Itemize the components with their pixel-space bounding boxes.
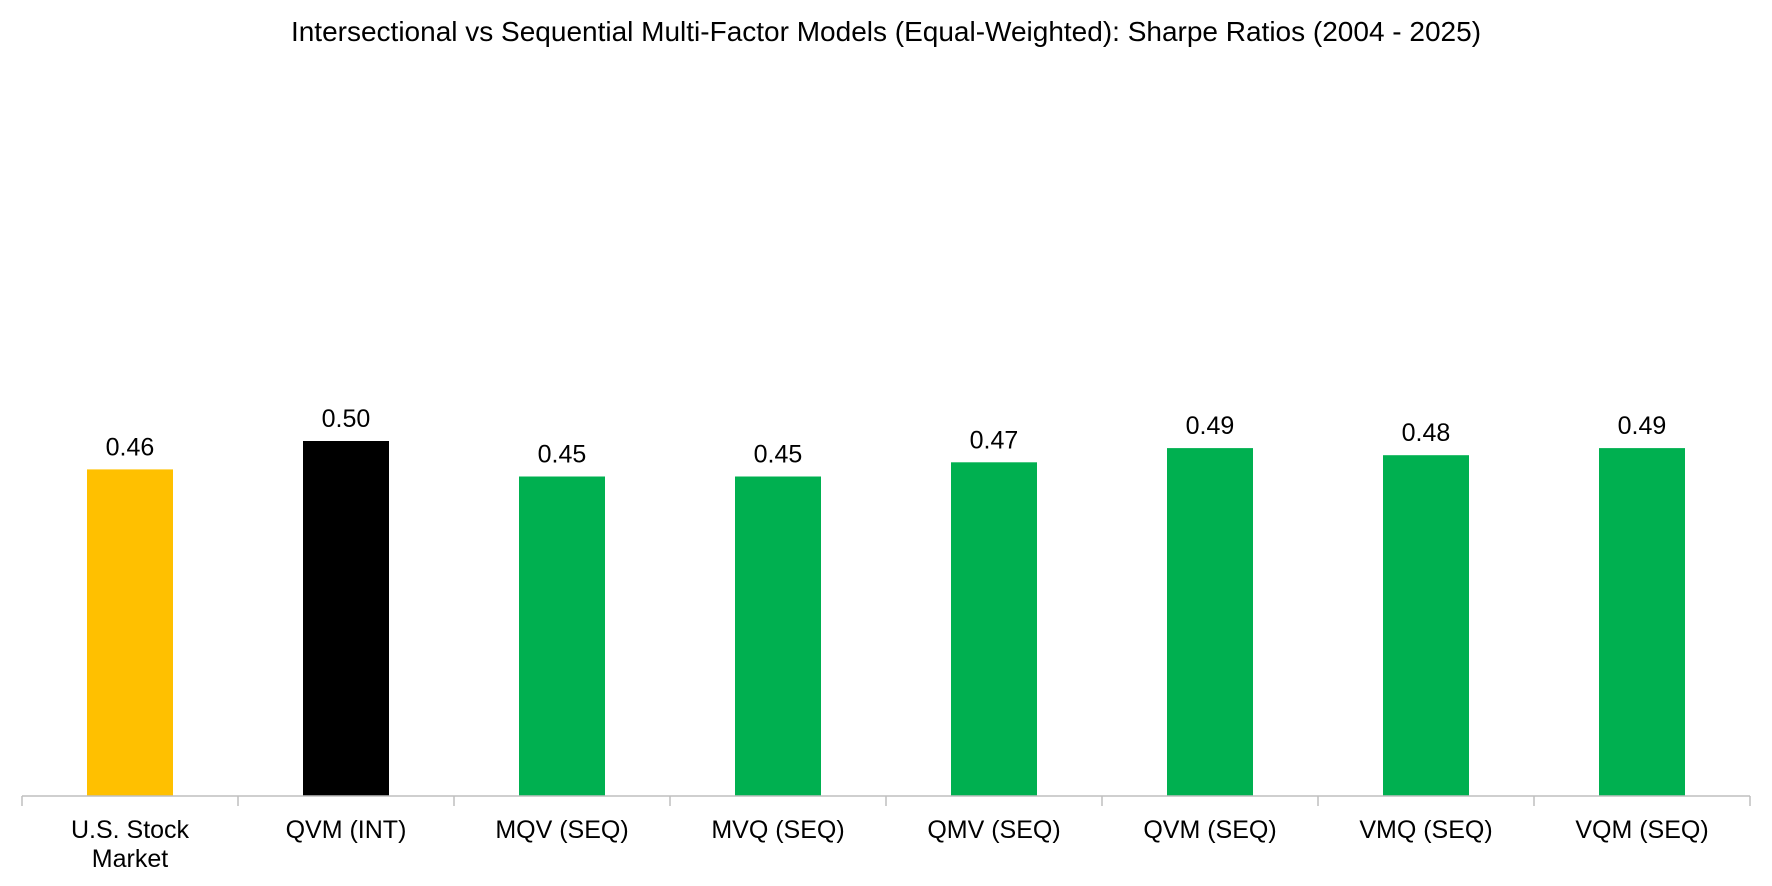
bar (1167, 448, 1253, 796)
category-label: U.S. Stock Market (71, 816, 190, 873)
x-axis-ticks (21, 796, 1751, 806)
bar (1599, 448, 1685, 796)
chart-title: Intersectional vs Sequential Multi-Facto… (290, 16, 1482, 47)
data-label: 0.47 (970, 426, 1019, 454)
bar (735, 476, 821, 796)
data-label: 0.45 (754, 441, 803, 469)
data-label: 0.49 (1618, 412, 1667, 440)
category-label: VMQ (SEQ) (1359, 816, 1492, 844)
data-label: 0.46 (106, 433, 155, 461)
category-label: QVM (INT) (286, 816, 407, 844)
category-label: MVQ (SEQ) (711, 816, 844, 844)
category-labels-group: U.S. Stock Market QVM (INT) MQV (SEQ) MVQ (S… (71, 816, 1709, 873)
data-label: 0.48 (1402, 419, 1451, 447)
bar (87, 469, 173, 796)
bar (303, 441, 389, 796)
data-label: 0.45 (538, 441, 587, 469)
bars-group (87, 441, 1685, 796)
data-label: 0.49 (1186, 412, 1235, 440)
value-labels-group: 0.46 0.50 0.45 0.45 0.47 0.49 0.48 0.49 (106, 405, 1667, 469)
bar (951, 462, 1037, 796)
data-label: 0.50 (322, 405, 371, 433)
category-label: QVM (SEQ) (1143, 816, 1276, 844)
bar (519, 476, 605, 796)
category-label: QMV (SEQ) (927, 816, 1060, 844)
category-label: MQV (SEQ) (495, 816, 628, 844)
bar (1383, 455, 1469, 796)
category-label: VQM (SEQ) (1575, 816, 1708, 844)
